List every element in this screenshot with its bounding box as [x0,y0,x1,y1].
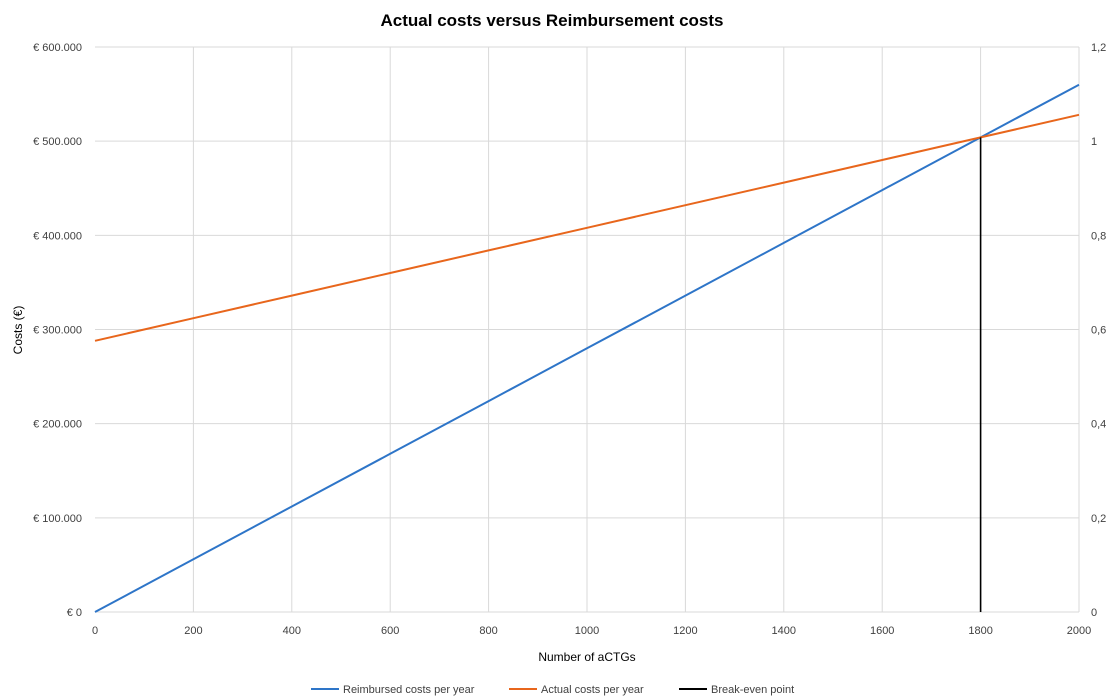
x-tick-label: 1000 [575,625,599,637]
y-tick-label: € 600.000 [33,42,82,54]
y-axis-label: Costs (€) [11,306,25,355]
y-tick-label: € 0 [67,607,82,619]
x-tick-label: 2000 [1067,625,1091,637]
y2-tick-label: 1,2 [1091,42,1106,54]
series-lines [94,83,1080,613]
legend: Reimbursed costs per year Actual costs pe… [311,684,794,696]
legend-label: Actual costs per year [541,684,644,696]
y-tick-label: € 500.000 [33,136,82,148]
x-tick-label: 0 [92,625,98,637]
y2-tick-label: 0,4 [1091,419,1106,431]
x-tick-label: 600 [381,625,399,637]
actual-costs-per-year-line [94,113,1080,342]
y2-tick-label: 0,2 [1091,513,1106,525]
x-axis-ticks: 0 200 400 600 800 1000 1200 1400 1600 1800 2000 [92,625,1091,637]
x-tick-label: 1600 [870,625,894,637]
x-tick-label: 200 [184,625,202,637]
y2-tick-label: 1 [1091,136,1097,148]
y2-tick-label: 0,6 [1091,325,1106,337]
grid [95,46,1080,613]
y2-tick-label: 0,8 [1091,230,1106,242]
legend-label: Break-even point [711,684,794,696]
x-axis-label: Number of aCTGs [538,650,635,664]
y2-axis-ticks: 0 0,2 0,4 0,6 0,8 1 1,2 [1091,42,1106,619]
y-tick-label: € 100.000 [33,513,82,525]
y-axis-ticks: € 0 € 100.000 € 200.000 € 300.000 € 400.000 €… [33,42,82,619]
x-tick-label: 1400 [772,625,796,637]
legend-label: Reimbursed costs per year [343,684,475,696]
reimbursed-costs-per-year-line [94,83,1080,613]
x-tick-label: 1200 [673,625,697,637]
x-tick-label: 1800 [968,625,992,637]
chart-title: Actual costs versus Reimbursement costs [381,11,724,30]
x-tick-label: 800 [479,625,497,637]
x-tick-label: 400 [283,625,301,637]
y-tick-label: € 400.000 [33,230,82,242]
y-tick-label: € 300.000 [33,325,82,337]
y-tick-label: € 200.000 [33,419,82,431]
y2-tick-label: 0 [1091,607,1097,619]
